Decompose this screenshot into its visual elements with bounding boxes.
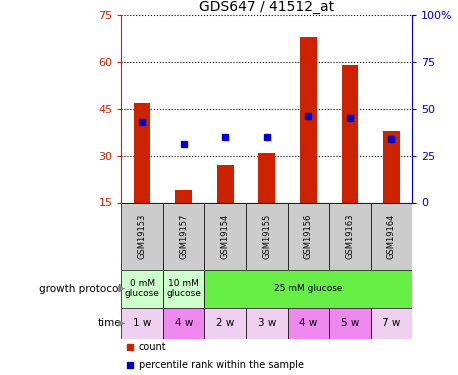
Text: GSM19153: GSM19153: [138, 214, 147, 259]
Bar: [258, 153, 275, 203]
Bar: [300, 37, 316, 203]
Bar: [134, 102, 150, 202]
Bar: [371, 308, 412, 339]
Text: percentile rank within the sample: percentile rank within the sample: [139, 360, 304, 370]
Bar: [163, 308, 204, 339]
Bar: [246, 308, 288, 339]
Text: 0 mM
glucose: 0 mM glucose: [125, 279, 159, 298]
Title: GDS647 / 41512_at: GDS647 / 41512_at: [199, 0, 334, 14]
Bar: [342, 65, 358, 203]
Bar: [121, 202, 163, 270]
Text: 25 mM glucose: 25 mM glucose: [274, 284, 343, 293]
Text: 4 w: 4 w: [174, 318, 193, 328]
Bar: [204, 202, 246, 270]
Bar: [217, 165, 234, 202]
Bar: [288, 202, 329, 270]
Bar: [246, 202, 288, 270]
Text: GSM19157: GSM19157: [179, 214, 188, 259]
Bar: [383, 130, 400, 203]
Bar: [329, 308, 371, 339]
Text: growth protocol: growth protocol: [39, 284, 121, 294]
Bar: [204, 270, 412, 308]
Text: GSM19164: GSM19164: [387, 214, 396, 259]
Bar: [204, 308, 246, 339]
Text: 4 w: 4 w: [299, 318, 317, 328]
Text: 10 mM
glucose: 10 mM glucose: [166, 279, 201, 298]
Bar: [163, 202, 204, 270]
Text: 3 w: 3 w: [257, 318, 276, 328]
Text: time: time: [98, 318, 121, 328]
Text: GSM19156: GSM19156: [304, 214, 313, 259]
Text: count: count: [139, 342, 166, 352]
Text: 1 w: 1 w: [133, 318, 151, 328]
Bar: [121, 308, 163, 339]
Bar: [121, 270, 163, 308]
Text: 7 w: 7 w: [382, 318, 401, 328]
Text: GSM19163: GSM19163: [345, 213, 354, 259]
Bar: [371, 202, 412, 270]
Bar: [163, 270, 204, 308]
Bar: [175, 190, 192, 202]
Bar: [329, 202, 371, 270]
Text: GSM19155: GSM19155: [262, 214, 271, 259]
Text: 5 w: 5 w: [341, 318, 359, 328]
Text: 2 w: 2 w: [216, 318, 234, 328]
Bar: [288, 308, 329, 339]
Text: GSM19154: GSM19154: [221, 214, 230, 259]
